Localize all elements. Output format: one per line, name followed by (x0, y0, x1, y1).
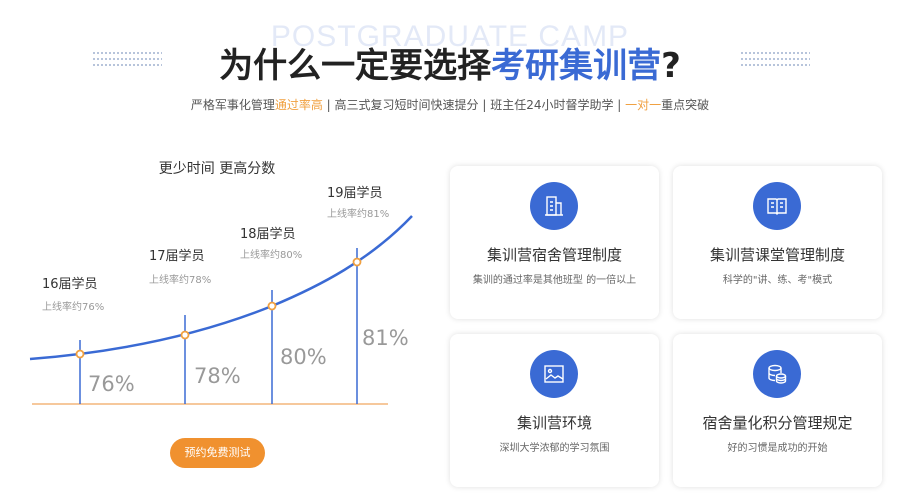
value-label: 78% (194, 364, 241, 388)
background-watermark-text: POSTGRADUATE CAMP (270, 20, 630, 53)
image-icon (530, 350, 578, 398)
data-point (352, 257, 362, 267)
rate-label: 上线率约76% (42, 300, 104, 313)
data-point (267, 301, 277, 311)
chart-title: 更少时间 更高分数 (159, 160, 275, 177)
data-point (75, 349, 85, 359)
card-title: 宿舍量化积分管理规定 (702, 414, 853, 432)
decorative-dots-right (740, 50, 810, 68)
book-icon (753, 182, 801, 230)
card-points-rules[interactable]: 宿舍量化积分管理规定 好的习惯是成功的开始 (673, 334, 882, 487)
rate-label: 上线率约78% (149, 273, 211, 286)
value-label: 80% (280, 345, 327, 369)
page-title: 为什么一定要选择考研集训营? (0, 38, 900, 87)
card-title: 集训营课堂管理制度 (709, 246, 845, 264)
database-icon (753, 350, 801, 398)
title-highlight: 考研集训营 (491, 46, 662, 86)
building-icon (530, 182, 578, 230)
card-dorm-management[interactable]: 集训营宿舍管理制度 集训的通过率是其他班型 的一倍以上 (450, 166, 659, 319)
subtitle-accent: 通过率高 (274, 98, 323, 112)
category-label: 16届学员 (42, 276, 98, 292)
card-classroom-management[interactable]: 集训营课堂管理制度 科学的"讲、练、考"模式 (673, 166, 882, 319)
card-desc: 集训的通过率是其他班型 的一倍以上 (472, 275, 637, 286)
title-end: ? (661, 46, 681, 86)
book-free-test-button[interactable]: 预约免费测试 (170, 438, 265, 468)
card-desc: 深圳大学浓郁的学习氛围 (499, 443, 610, 454)
card-title: 集训营宿舍管理制度 (486, 246, 622, 264)
rate-label: 上线率约81% (327, 207, 389, 220)
card-title: 集训营环境 (516, 414, 592, 432)
decorative-dots-left (92, 50, 162, 68)
category-label: 19届学员 (327, 185, 383, 201)
subtitle-part: 严格军事化管理 (190, 98, 275, 112)
subtitle-part: | 高三式复习短时间快速提分 | 班主任24小时督学助学 | (322, 98, 626, 112)
card-desc: 科学的"讲、练、考"模式 (722, 275, 833, 286)
title-main: 为什么一定要选择 (219, 46, 492, 86)
value-label: 81% (362, 326, 409, 350)
subtitle: 严格军事化管理通过率高 | 高三式复习短时间快速提分 | 班主任24小时督学助学… (0, 96, 900, 113)
value-label: 76% (88, 372, 135, 396)
card-desc: 好的习惯是成功的开始 (727, 443, 828, 454)
category-label: 18届学员 (240, 226, 296, 242)
card-environment[interactable]: 集训营环境 深圳大学浓郁的学习氛围 (450, 334, 659, 487)
subtitle-part: 重点突破 (661, 98, 710, 112)
rate-label: 上线率约80% (240, 248, 302, 261)
data-point (180, 330, 190, 340)
category-label: 17届学员 (149, 248, 205, 264)
subtitle-accent: 一对一 (625, 98, 662, 112)
